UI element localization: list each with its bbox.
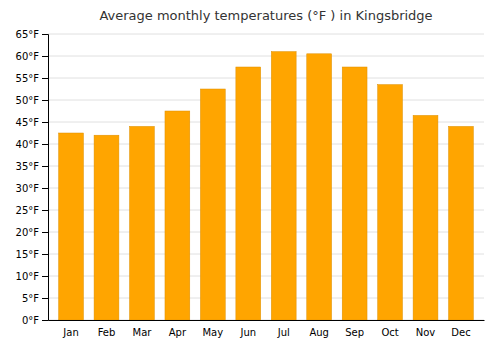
- x-tick: Nov: [416, 327, 436, 338]
- x-tick: Oct: [381, 327, 398, 338]
- y-tick: 0°F: [22, 315, 48, 326]
- x-tick-label: Jan: [62, 327, 78, 338]
- chart: 0°F 5°F 10°F 15°F 20°F 25°F 30°F 35°F 40°F 45°F 50…: [0, 0, 500, 350]
- y-tick-mark: [42, 100, 48, 101]
- y-tick: 60°F: [16, 51, 48, 62]
- y-tick-label: 65°F: [16, 29, 40, 40]
- x-tick-label: Feb: [98, 327, 116, 338]
- y-tick-mark: [42, 276, 48, 277]
- x-tick: Feb: [98, 327, 116, 338]
- y-tick-label: 55°F: [16, 73, 40, 84]
- grid-line: [48, 34, 484, 35]
- x-tick-label: Jul: [277, 327, 290, 338]
- title: Average monthly temperatures (°F ) in Ki…: [99, 8, 432, 23]
- y-tick-mark: [42, 254, 48, 255]
- x-tick: Aug: [309, 327, 329, 338]
- y-tick: 65°F: [16, 29, 48, 40]
- y-tick-label: 50°F: [16, 95, 40, 106]
- bar: [342, 67, 367, 320]
- y-tick-label: 30°F: [16, 183, 40, 194]
- x-tick-label: Sep: [345, 327, 364, 338]
- x-tick: Jul: [277, 327, 290, 338]
- y-tick: 30°F: [16, 183, 48, 194]
- y-tick: 25°F: [16, 205, 48, 216]
- bar: [271, 52, 296, 320]
- bar: [307, 54, 332, 320]
- bar: [130, 126, 155, 320]
- x-tick: Apr: [169, 327, 187, 338]
- y-axis: 0°F 5°F 10°F 15°F 20°F 25°F 30°F 35°F 40°F 45°F 50…: [16, 29, 49, 326]
- grid-line: [48, 56, 484, 57]
- y-tick-label: 5°F: [22, 293, 39, 304]
- y-tick-label: 60°F: [16, 51, 40, 62]
- x-tick-label: Mar: [132, 327, 152, 338]
- bar: [200, 89, 225, 320]
- y-tick-mark: [42, 34, 48, 35]
- bar: [59, 133, 84, 320]
- bar: [378, 85, 403, 320]
- y-tick-mark: [42, 210, 48, 211]
- y-tick: 5°F: [22, 293, 48, 304]
- x-tick-label: Oct: [381, 327, 398, 338]
- y-tick-label: 25°F: [16, 205, 40, 216]
- y-tick-label: 10°F: [16, 271, 40, 282]
- x-tick: May: [202, 327, 223, 338]
- x-tick: Jun: [239, 327, 256, 338]
- y-tick: 55°F: [16, 73, 48, 84]
- y-tick: 35°F: [16, 161, 48, 172]
- y-tick-label: 45°F: [16, 117, 40, 128]
- y-tick-mark: [42, 144, 48, 145]
- y-tick: 10°F: [16, 271, 48, 282]
- y-tick: 40°F: [16, 139, 48, 150]
- y-tick-label: 0°F: [22, 315, 39, 326]
- y-tick: 50°F: [16, 95, 48, 106]
- x-tick-label: Jun: [239, 327, 256, 338]
- grid-line: [48, 100, 484, 101]
- y-tick-mark: [42, 78, 48, 79]
- y-tick-mark: [42, 232, 48, 233]
- y-tick: 15°F: [16, 249, 48, 260]
- y-tick-mark: [42, 320, 48, 321]
- x-tick: Sep: [345, 327, 364, 338]
- x-tick-label: Aug: [309, 327, 329, 338]
- x-axis: Jan Feb Mar Apr May Jun Jul Aug Sep Oct Nov Dec: [49, 321, 485, 339]
- plot-area: 0°F 5°F 10°F 15°F 20°F 25°F 30°F 35°F 40°F 45°F 50…: [16, 29, 485, 338]
- y-tick-mark: [42, 56, 48, 57]
- bar: [236, 67, 261, 320]
- x-tick: Jan: [62, 327, 78, 338]
- y-tick-mark: [42, 166, 48, 167]
- x-tick-label: Dec: [451, 327, 470, 338]
- x-tick-label: Nov: [416, 327, 436, 338]
- y-tick-label: 40°F: [16, 139, 40, 150]
- y-tick-label: 35°F: [16, 161, 40, 172]
- y-tick-mark: [42, 122, 48, 123]
- y-tick-label: 20°F: [16, 227, 40, 238]
- y-tick: 45°F: [16, 117, 48, 128]
- y-tick-mark: [42, 298, 48, 299]
- x-tick-label: May: [202, 327, 223, 338]
- bar: [165, 111, 190, 320]
- y-tick: 20°F: [16, 227, 48, 238]
- bar: [413, 115, 438, 320]
- y-tick-mark: [42, 188, 48, 189]
- grid-line: [48, 78, 484, 79]
- x-tick-label: Apr: [169, 327, 187, 338]
- y-axis-line: [42, 35, 49, 321]
- grid: [48, 34, 484, 320]
- bar: [94, 135, 119, 320]
- x-tick: Dec: [451, 327, 470, 338]
- bar: [449, 126, 474, 320]
- x-tick: Mar: [132, 327, 152, 338]
- bars: [59, 52, 474, 320]
- y-tick-label: 15°F: [16, 249, 40, 260]
- x-axis-line: [49, 320, 485, 321]
